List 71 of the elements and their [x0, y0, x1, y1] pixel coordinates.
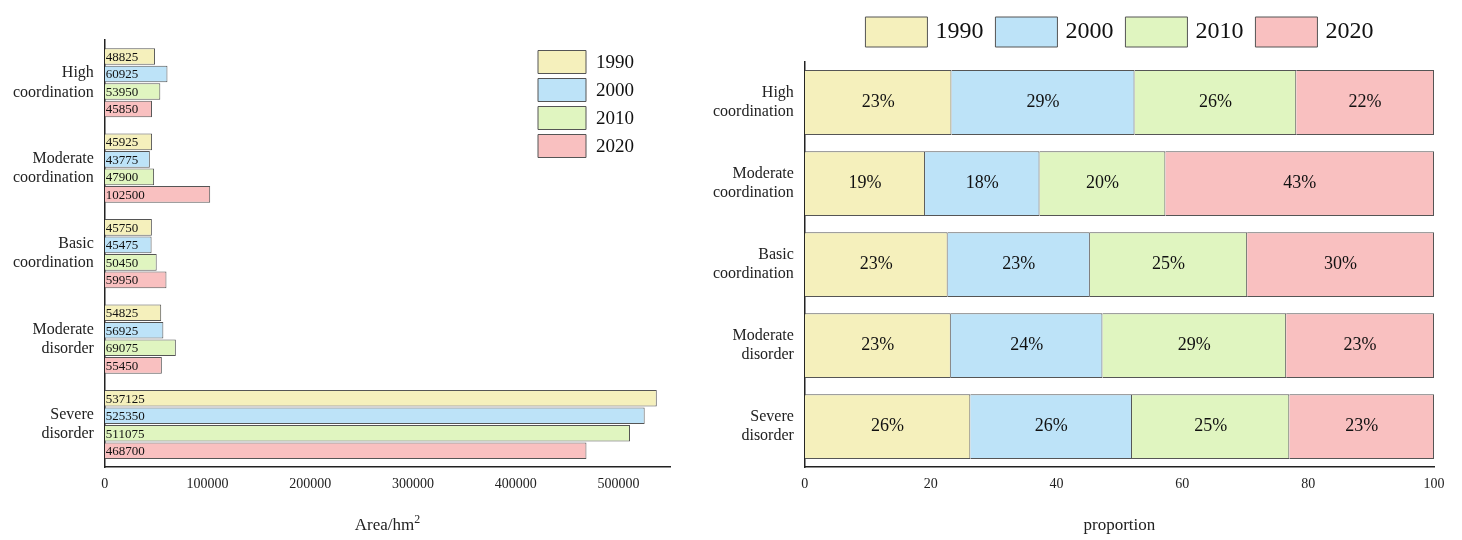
x-tick-label: 80 — [1301, 476, 1316, 492]
data-label: 19% — [848, 172, 882, 193]
x-tick-label: 400000 — [494, 476, 537, 492]
data-label: 23% — [1002, 253, 1036, 274]
legend-label: 2000 — [596, 78, 634, 100]
legend-label: 1990 — [596, 50, 634, 72]
data-label: 26% — [871, 415, 905, 436]
x-tick-label: 0 — [801, 476, 809, 492]
data-label: 29% — [1177, 334, 1211, 355]
data-label: 23% — [861, 91, 895, 112]
x-tick-label: 0 — [101, 476, 109, 492]
data-label: 54825 — [105, 305, 139, 321]
data-label: 23% — [859, 253, 893, 274]
x-tick-label: 200000 — [289, 476, 332, 492]
data-label: 525350 — [105, 408, 145, 424]
data-label: 43% — [1283, 172, 1317, 193]
data-label: 45850 — [105, 101, 139, 117]
data-label: 55450 — [105, 357, 139, 373]
data-label: 45475 — [105, 237, 139, 253]
y-tick-label: Moderate coordination — [12, 148, 94, 185]
data-label: 23% — [1345, 415, 1379, 436]
data-label: 48825 — [105, 48, 139, 64]
x-tick-label: 100000 — [186, 476, 229, 492]
y-tick-label: Moderate disorder — [32, 319, 95, 356]
data-label: 22% — [1348, 91, 1382, 112]
legend-label: 1990 — [935, 17, 984, 44]
y-tick-label: Severe disorder — [41, 405, 95, 442]
y-tick-label: Severe disorder — [741, 407, 795, 444]
legend-label: 2000 — [1065, 17, 1114, 44]
legend-label: 2020 — [1325, 17, 1374, 44]
data-label: 56925 — [105, 322, 139, 338]
legend-label: 2010 — [1195, 17, 1244, 44]
data-label: 20% — [1085, 172, 1119, 193]
data-label: 69075 — [105, 340, 139, 356]
y-tick-label: Basic coordination — [12, 234, 94, 271]
data-label: 102500 — [105, 186, 145, 202]
data-label: 45925 — [105, 134, 139, 150]
data-label: 50450 — [105, 254, 139, 270]
data-label: 45750 — [105, 219, 139, 235]
data-label: 59950 — [105, 272, 139, 288]
data-label: 30% — [1324, 253, 1358, 274]
data-label: 60925 — [105, 66, 139, 82]
data-label: 29% — [1026, 91, 1060, 112]
y-tick-label: High coordination — [712, 83, 794, 120]
x-tick-label: 60 — [1175, 476, 1190, 492]
y-tick-label: Basic coordination — [712, 245, 794, 282]
data-label: 24% — [1010, 334, 1044, 355]
data-label: 43775 — [105, 151, 139, 167]
y-tick-label: High coordination — [12, 63, 94, 100]
legend-label: 2010 — [596, 106, 634, 128]
y-tick-label: Moderate disorder — [732, 326, 795, 363]
data-label: 23% — [861, 334, 895, 355]
data-label: 23% — [1343, 334, 1377, 355]
x-tick-label: 40 — [1049, 476, 1064, 492]
data-label: 18% — [965, 172, 999, 193]
data-label: 511075 — [105, 425, 145, 441]
data-label: 25% — [1152, 253, 1186, 274]
data-label: 26% — [1034, 415, 1068, 436]
data-label: 537125 — [105, 390, 145, 406]
data-label: 468700 — [105, 443, 145, 459]
data-label: 26% — [1198, 91, 1232, 112]
legend-label: 2020 — [596, 134, 634, 156]
x-axis-title: proportion — [1083, 515, 1156, 535]
x-tick-label: 300000 — [392, 476, 435, 492]
y-tick-label: Moderate coordination — [712, 164, 794, 201]
x-tick-label: 100 — [1423, 476, 1445, 492]
data-label: 25% — [1194, 415, 1228, 436]
data-label: 47900 — [105, 169, 139, 185]
data-label: 53950 — [105, 83, 139, 99]
x-tick-label: 20 — [923, 476, 938, 492]
x-tick-label: 500000 — [597, 476, 640, 492]
